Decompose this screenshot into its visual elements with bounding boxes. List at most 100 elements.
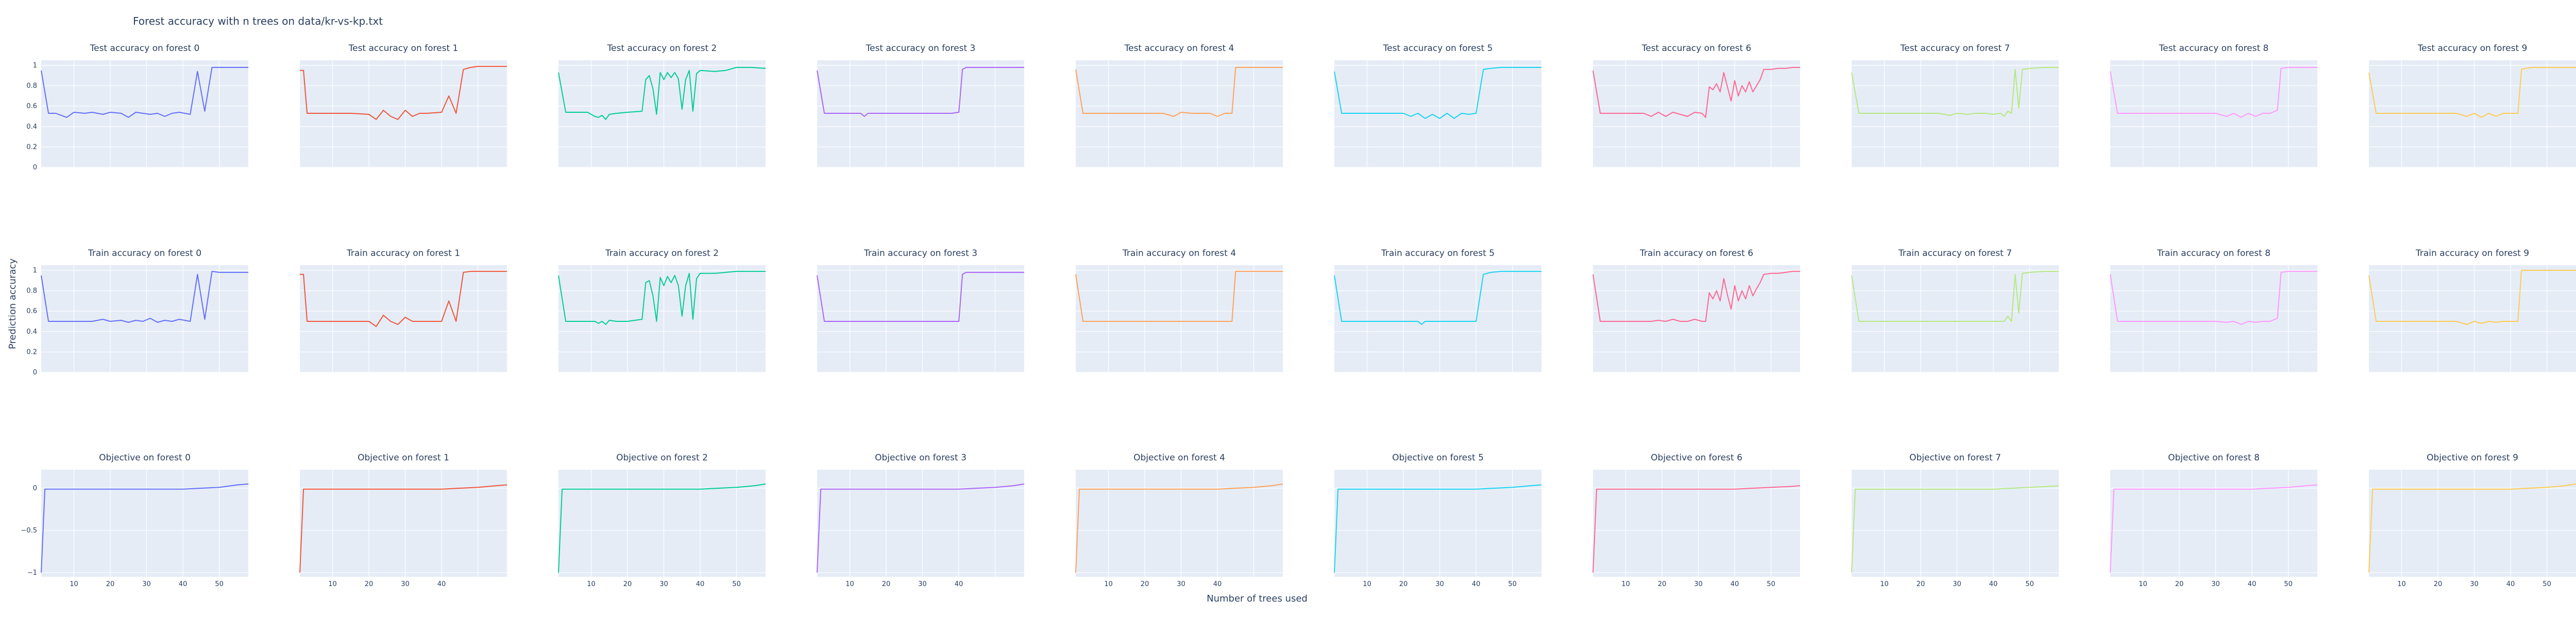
- subplot-objective-9: 10 20 30 40 50 Objective on forest 9: [2368, 453, 2576, 588]
- series-line-forest-9[interactable]: [2368, 483, 2576, 573]
- series-line-forest-8[interactable]: [2110, 66, 2317, 118]
- x-tick-label: 10: [2139, 580, 2147, 588]
- subplot-title: Test accuracy on forest 3: [866, 43, 976, 54]
- series-line-forest-7[interactable]: [1851, 66, 2059, 117]
- subplot-test-7: Test accuracy on forest 7: [1851, 43, 2059, 168]
- series-line-forest-7[interactable]: [1851, 485, 2059, 573]
- x-tick-label: 10: [328, 580, 337, 588]
- subplot-title: Train accuracy on forest 7: [1898, 248, 2012, 259]
- series-line-forest-6[interactable]: [1592, 270, 1800, 322]
- subplot-title: Train accuracy on forest 4: [1122, 248, 1236, 259]
- x-tick-label: 40: [955, 580, 963, 588]
- series-line-forest-0[interactable]: [41, 270, 248, 323]
- x-tick-label: 10: [70, 580, 78, 588]
- y-tick-label: 0: [33, 485, 37, 492]
- series-line-forest-5[interactable]: [1334, 66, 1541, 119]
- x-tick-label: 10: [1621, 580, 1630, 588]
- x-tick-label: 30: [1694, 580, 1703, 588]
- series-line-forest-3[interactable]: [817, 271, 1024, 322]
- subplot-train-3: Train accuracy on forest 3: [817, 248, 1024, 373]
- series-line-forest-5[interactable]: [1334, 270, 1541, 325]
- subplot-title: Test accuracy on forest 1: [348, 43, 459, 54]
- subplot-train-9: Train accuracy on forest 9: [2368, 248, 2576, 373]
- x-tick-label: 40: [2506, 580, 2515, 588]
- subplot-title: Objective on forest 6: [1651, 453, 1742, 463]
- x-tick-label: 10: [1104, 580, 1113, 588]
- x-tick-label: 50: [215, 580, 224, 588]
- series-line-forest-8[interactable]: [2110, 270, 2317, 325]
- plot-background: [1076, 265, 1283, 372]
- plot-background: [1334, 470, 1541, 577]
- series-line-forest-2[interactable]: [558, 483, 766, 573]
- y-tick-label: 0.8: [26, 287, 37, 295]
- subplot-test-5: Test accuracy on forest 5: [1334, 43, 1541, 168]
- series-line-forest-9[interactable]: [2368, 66, 2576, 118]
- plot-background: [41, 265, 248, 372]
- x-tick-label: 30: [1177, 580, 1185, 588]
- y-tick-label: 1: [33, 62, 37, 70]
- subplot-test-9: Test accuracy on forest 9: [2368, 43, 2576, 168]
- y-tick-label: −1: [27, 569, 37, 577]
- series-line-forest-8[interactable]: [2110, 484, 2318, 573]
- subplot-title: Objective on forest 0: [99, 453, 191, 463]
- series-line-forest-3[interactable]: [817, 66, 1024, 117]
- series-line-forest-1[interactable]: [299, 484, 507, 573]
- plot-background: [1852, 265, 2059, 372]
- subplot-title: Test accuracy on forest 5: [1383, 43, 1493, 54]
- series-line-forest-2[interactable]: [558, 66, 766, 120]
- x-tick-label: 40: [1213, 580, 1222, 588]
- x-tick-label: 10: [1363, 580, 1371, 588]
- subplot-test-4: Test accuracy on forest 4: [1075, 43, 1283, 168]
- subplot-title: Test accuracy on forest 7: [1900, 43, 2010, 54]
- subplot-train-5: Train accuracy on forest 5: [1334, 248, 1541, 373]
- series-line-forest-0[interactable]: [41, 483, 249, 573]
- x-tick-label: 40: [1731, 580, 1739, 588]
- series-line-forest-4[interactable]: [1075, 66, 1283, 117]
- series-line-forest-4[interactable]: [1075, 483, 1283, 573]
- subplot-title: Test accuracy on forest 0: [90, 43, 200, 54]
- subplot-title: Test accuracy on forest 9: [2417, 43, 2528, 54]
- series-line-forest-1[interactable]: [300, 270, 507, 327]
- x-tick-label: 30: [1435, 580, 1444, 588]
- series-line-forest-6[interactable]: [1592, 485, 1801, 573]
- series-line-forest-7[interactable]: [1851, 270, 2059, 322]
- x-tick-label: 30: [918, 580, 927, 588]
- x-tick-label: 20: [1917, 580, 1925, 588]
- y-tick-label: 0.2: [26, 348, 37, 356]
- plot-background: [300, 470, 507, 577]
- plot-background: [817, 470, 1024, 577]
- y-tick-label: −0.5: [21, 527, 37, 535]
- subplot-train-2: Train accuracy on forest 2: [558, 248, 766, 373]
- x-tick-label: 40: [2248, 580, 2257, 588]
- x-tick-label: 30: [142, 580, 151, 588]
- x-tick-label: 20: [1399, 580, 1408, 588]
- figure-title: Forest accuracy with n trees on data/kr-…: [133, 15, 383, 27]
- series-line-forest-9[interactable]: [2368, 269, 2576, 325]
- plot-background: [1076, 470, 1283, 577]
- x-tick-label: 40: [179, 580, 188, 588]
- subplot-objective-4: 10 20 30 40 Objective on forest 4: [1075, 453, 1283, 588]
- plot-background: [558, 265, 766, 372]
- subplot-train-4: Train accuracy on forest 4: [1075, 248, 1283, 373]
- subplot-test-3: Test accuracy on forest 3: [817, 43, 1024, 168]
- series-line-forest-0[interactable]: [41, 66, 248, 118]
- x-tick-label: 50: [2543, 580, 2551, 588]
- subplot-objective-0: −1 −0.5 0 10 20 30 40 50 Objective on forest 0: [21, 453, 249, 588]
- subplot-train-7: Train accuracy on forest 7: [1851, 248, 2059, 373]
- x-tick-label: 50: [732, 580, 741, 588]
- x-tick-label: 50: [2025, 580, 2034, 588]
- series-line-forest-2[interactable]: [558, 270, 766, 325]
- plot-background: [2110, 265, 2317, 372]
- x-tick-label: 20: [106, 580, 115, 588]
- subplot-train-8: Train accuracy on forest 8: [2110, 248, 2317, 373]
- series-line-forest-5[interactable]: [1334, 484, 1542, 573]
- subplot-test-0: 0 0.2 0.4 0.6 0.8 1 Test accuracy on forest 0: [26, 43, 248, 171]
- subplot-title: Test accuracy on forest 4: [1124, 43, 1234, 54]
- series-line-forest-1[interactable]: [300, 65, 507, 120]
- x-tick-label: 40: [437, 580, 446, 588]
- series-line-forest-4[interactable]: [1075, 270, 1283, 322]
- series-line-forest-3[interactable]: [817, 483, 1025, 573]
- series-line-forest-6[interactable]: [1592, 66, 1800, 118]
- x-tick-label: 50: [2284, 580, 2293, 588]
